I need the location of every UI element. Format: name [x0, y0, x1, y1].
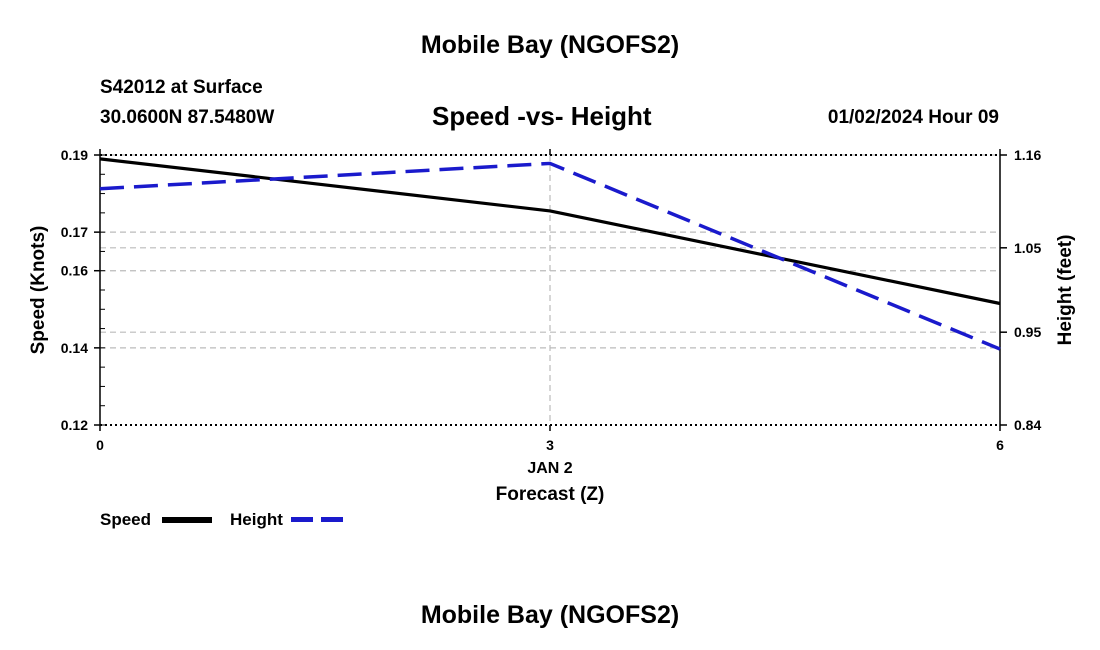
series-line-speed [99, 157, 1001, 306]
x-tick-label: 3 [546, 437, 554, 453]
station-coords: 30.0600N 87.5480W [100, 107, 275, 128]
right-tick-label: 1.05 [1014, 240, 1041, 256]
legend-speed-label: Speed [100, 510, 152, 529]
right-tick-label: 0.95 [1014, 324, 1041, 340]
right-tick-label: 0.84 [1014, 417, 1041, 433]
left-tick-label: 0.14 [61, 340, 88, 356]
x-tick-label: 0 [96, 437, 104, 453]
left-tick-label: 0.19 [61, 147, 88, 163]
page-title: Mobile Bay (NGOFS2) [420, 31, 680, 59]
chart-title: Speed -vs- Height [432, 101, 652, 131]
legend-height-swatch [291, 517, 343, 522]
series-line-height [99, 161, 1001, 351]
x-date-label: JAN 2 [527, 460, 572, 477]
legend-height-label: Height [230, 510, 283, 529]
left-tick-label: 0.16 [61, 263, 88, 279]
left-tick-label: 0.17 [61, 224, 88, 240]
legend-speed-swatch [162, 517, 212, 523]
left-tick-label: 0.12 [61, 417, 88, 433]
x-tick-label: 6 [996, 437, 1004, 453]
right-tick-label: 1.16 [1014, 147, 1041, 163]
footer-title: Mobile Bay (NGOFS2) [420, 601, 680, 629]
x-axis-title: Forecast (Z) [496, 484, 605, 505]
y-axis-title: Speed (Knots) [28, 226, 49, 355]
y2-axis-title: Height (feet) [1055, 235, 1076, 346]
forecast-datetime: 01/02/2024 Hour 09 [827, 107, 999, 128]
station-label: S42012 at Surface [100, 77, 263, 98]
